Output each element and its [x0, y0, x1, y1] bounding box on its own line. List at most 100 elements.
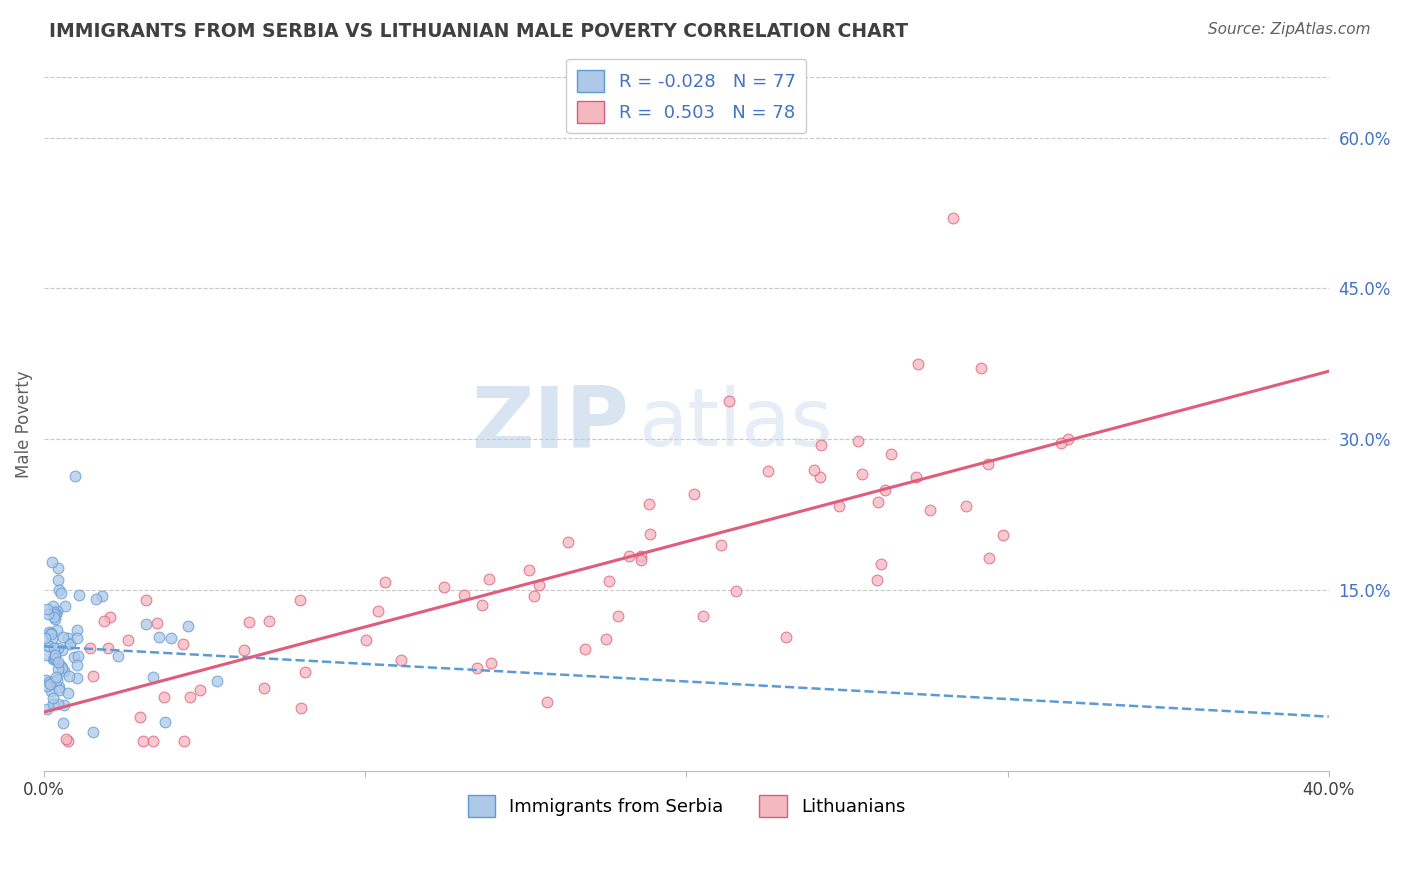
Point — [536, 695, 558, 709]
Point — [97, 641, 120, 656]
Point — [44, 611, 66, 625]
Point — [79, 641, 101, 656]
Point — [146, 615, 169, 630]
Point — [517, 563, 540, 577]
Point — [66, 671, 89, 685]
Point — [37, 607, 59, 621]
Point — [46, 624, 69, 638]
Point — [46, 655, 69, 669]
Point — [991, 528, 1014, 542]
Point — [44, 673, 66, 688]
Point — [34, 631, 56, 645]
Point — [918, 503, 941, 517]
Point — [39, 627, 62, 641]
Point — [775, 630, 797, 644]
Point — [557, 535, 579, 549]
Point — [354, 633, 377, 648]
Point — [58, 632, 80, 646]
Point — [907, 357, 929, 371]
Point — [93, 615, 115, 629]
Point — [846, 434, 869, 448]
Point — [48, 683, 70, 698]
Point — [574, 641, 596, 656]
Point — [718, 393, 741, 408]
Point — [53, 599, 76, 613]
Point — [177, 619, 200, 633]
Point — [827, 499, 849, 513]
Point — [880, 447, 903, 461]
Point — [39, 626, 62, 640]
Point — [638, 497, 661, 511]
Point — [51, 661, 73, 675]
Point — [90, 589, 112, 603]
Point — [478, 573, 501, 587]
Point — [38, 639, 60, 653]
Point — [58, 686, 80, 700]
Point — [866, 573, 889, 587]
Point — [630, 549, 652, 563]
Point — [374, 575, 396, 590]
Point — [34, 673, 56, 687]
Point — [904, 470, 927, 484]
Point — [48, 680, 70, 694]
Point — [46, 697, 69, 711]
Point — [148, 630, 170, 644]
Text: IMMIGRANTS FROM SERBIA VS LITHUANIAN MALE POVERTY CORRELATION CHART: IMMIGRANTS FROM SERBIA VS LITHUANIAN MAL… — [49, 22, 908, 41]
Point — [41, 632, 63, 647]
Point — [1057, 432, 1080, 446]
Point — [66, 657, 89, 672]
Point — [179, 690, 201, 705]
Point — [51, 642, 73, 657]
Point — [132, 733, 155, 747]
Point — [692, 608, 714, 623]
Text: ZIP: ZIP — [471, 383, 628, 466]
Point — [42, 652, 65, 666]
Point — [63, 469, 86, 483]
Point — [55, 731, 77, 746]
Point — [253, 681, 276, 695]
Point — [45, 607, 67, 621]
Point — [98, 610, 121, 624]
Point — [37, 602, 59, 616]
Point — [82, 725, 104, 739]
Point — [955, 499, 977, 513]
Point — [160, 632, 183, 646]
Point — [942, 211, 965, 226]
Point — [465, 661, 488, 675]
Point — [46, 573, 69, 587]
Point — [66, 649, 89, 664]
Point — [595, 632, 617, 646]
Point — [67, 588, 90, 602]
Point — [56, 733, 79, 747]
Point — [59, 636, 82, 650]
Point — [188, 682, 211, 697]
Point — [58, 668, 80, 682]
Point — [37, 679, 59, 693]
Point — [48, 662, 70, 676]
Point — [46, 641, 69, 656]
Point — [38, 625, 60, 640]
Point — [38, 674, 60, 689]
Point — [142, 670, 165, 684]
Point — [66, 624, 89, 638]
Point — [129, 710, 152, 724]
Point — [141, 733, 163, 747]
Point — [153, 690, 176, 704]
Point — [35, 648, 58, 662]
Point — [44, 648, 66, 662]
Point — [969, 361, 991, 376]
Point — [810, 438, 832, 452]
Point — [1049, 436, 1071, 450]
Point — [48, 582, 70, 597]
Text: Source: ZipAtlas.com: Source: ZipAtlas.com — [1208, 22, 1371, 37]
Point — [38, 677, 60, 691]
Point — [172, 637, 194, 651]
Point — [153, 714, 176, 729]
Point — [205, 673, 228, 688]
Point — [49, 586, 72, 600]
Point — [257, 614, 280, 628]
Point — [479, 657, 502, 671]
Point — [366, 604, 388, 618]
Point — [870, 557, 893, 571]
Point — [238, 615, 260, 629]
